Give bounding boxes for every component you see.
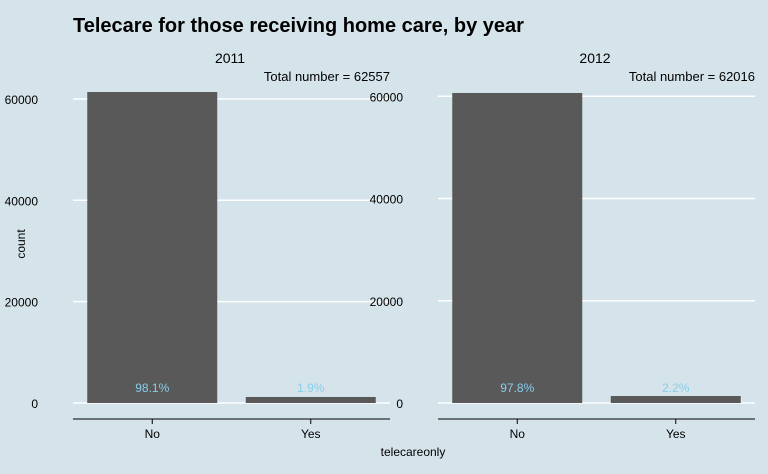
total-number-label: Total number = 62557 xyxy=(264,69,390,84)
bar-no xyxy=(87,92,218,403)
total-number-label: Total number = 62016 xyxy=(629,69,755,84)
y-tick-label: 0 xyxy=(396,397,403,411)
bar-yes xyxy=(610,396,741,403)
x-tick-label: No xyxy=(510,427,526,441)
y-tick-label: 0 xyxy=(31,397,38,411)
panel-2011: 0 20000 40000 60000 98.1% No 1.9% Yes 2011 Total … xyxy=(5,50,390,441)
bar-yes xyxy=(245,396,376,403)
bar-percent-label: 98.1% xyxy=(135,381,169,395)
facet-strip-label: 2012 xyxy=(579,50,610,66)
y-tick-label: 60000 xyxy=(5,93,39,107)
x-tick-label: Yes xyxy=(666,427,686,441)
bar-no xyxy=(452,92,583,403)
y-tick-label: 60000 xyxy=(370,90,404,104)
x-axis-title: telecareonly xyxy=(381,445,446,459)
y-tick-label: 40000 xyxy=(370,193,404,207)
x-tick-label: No xyxy=(145,427,161,441)
facet-panels: 0 20000 40000 60000 98.1% No 1.9% Yes 2011 Total … xyxy=(5,50,755,441)
x-tick-label: Yes xyxy=(301,427,321,441)
bar-percent-label: 97.8% xyxy=(500,381,534,395)
y-tick-label: 20000 xyxy=(5,296,39,310)
facet-strip-label: 2011 xyxy=(215,50,245,66)
y-tick-label: 20000 xyxy=(370,295,404,309)
y-axis-title: count xyxy=(14,229,28,259)
chart-title: Telecare for those receiving home care, … xyxy=(73,15,524,37)
y-tick-label: 40000 xyxy=(5,194,39,208)
bar-percent-label: 2.2% xyxy=(662,381,690,395)
bar-percent-label: 1.9% xyxy=(297,381,325,395)
panel-2012: 0 20000 40000 60000 97.8% No 2.2% Yes 2012 Total … xyxy=(370,50,755,441)
